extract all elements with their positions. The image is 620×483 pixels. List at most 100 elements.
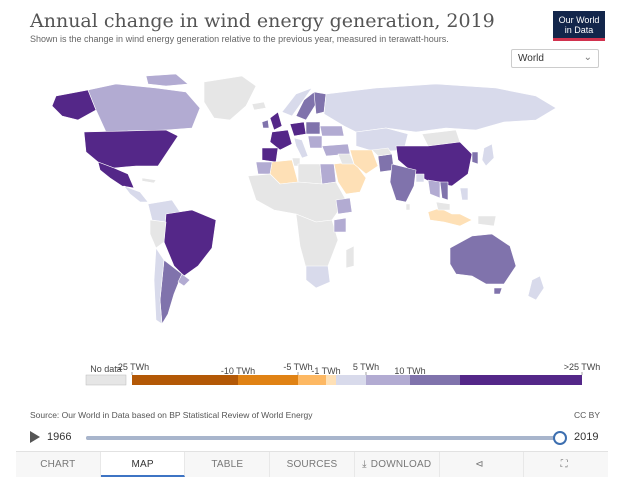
- region-ethiopia[interactable]: [335, 197, 353, 215]
- region-brazil[interactable]: [163, 209, 217, 277]
- tab-chart[interactable]: CHART: [16, 452, 101, 477]
- map-legend: No data -25 TWh -5 TWh 5 TWh >25 TWh -10 TW…: [85, 362, 600, 386]
- region-libya[interactable]: [297, 163, 323, 185]
- region-poland[interactable]: [305, 121, 321, 135]
- region-png[interactable]: [477, 215, 497, 227]
- region-uruguay[interactable]: [177, 273, 191, 287]
- region-russia[interactable]: [323, 83, 557, 133]
- world-map: [51, 73, 557, 325]
- region-japan[interactable]: [481, 143, 495, 167]
- tab-download-label: DOWNLOAD: [370, 459, 432, 470]
- region-uk[interactable]: [269, 111, 283, 131]
- region-caribbean[interactable]: [141, 177, 157, 184]
- region-norway[interactable]: [281, 87, 313, 117]
- region-mexico[interactable]: [97, 161, 135, 189]
- region-ireland[interactable]: [261, 119, 270, 129]
- play-icon[interactable]: [30, 431, 40, 443]
- region-iceland[interactable]: [251, 101, 267, 111]
- timeline-end-year: 2019: [574, 431, 599, 443]
- region-malaysia[interactable]: [435, 201, 451, 211]
- legend-bin-3[interactable]: [326, 375, 336, 385]
- region-chile[interactable]: [153, 247, 165, 325]
- region-egypt[interactable]: [319, 163, 337, 185]
- tab-chart-label: CHART: [40, 459, 76, 470]
- region-ukraine[interactable]: [319, 125, 345, 137]
- region-bangladesh[interactable]: [415, 173, 425, 183]
- region-alaska[interactable]: [51, 89, 97, 121]
- legend-upper-label: 5 TWh: [353, 362, 379, 372]
- chevron-down-icon: ⌄: [583, 52, 592, 63]
- tab-map[interactable]: MAP: [100, 452, 186, 477]
- region-india[interactable]: [389, 163, 417, 203]
- logo-line-2: in Data: [564, 25, 594, 35]
- tab-fullscreen[interactable]: ⛶: [524, 452, 609, 477]
- region-indonesia[interactable]: [427, 207, 473, 227]
- fullscreen-icon: ⛶: [560, 459, 568, 470]
- legend-bin-0[interactable]: [132, 375, 238, 385]
- region-sri-lanka[interactable]: [405, 203, 411, 211]
- region-balkans[interactable]: [307, 135, 323, 149]
- tab-bar: CHART MAP TABLE SOURCES ⤓ DOWNLOAD ⊲ ⛶: [16, 451, 609, 477]
- download-icon: ⤓: [362, 459, 367, 470]
- logo-line-1: Our World: [558, 15, 600, 25]
- legend-lower-label: -10 TWh: [221, 366, 255, 376]
- tab-table-label: TABLE: [211, 459, 244, 470]
- owid-logo[interactable]: Our World in Data: [553, 11, 605, 41]
- tab-download[interactable]: ⤓ DOWNLOAD: [354, 452, 440, 477]
- region-canada[interactable]: [87, 83, 201, 133]
- region-usa[interactable]: [83, 129, 179, 169]
- legend-no-data-swatch: [85, 374, 127, 386]
- region-italy[interactable]: [293, 137, 309, 159]
- region-canada-north[interactable]: [145, 73, 189, 87]
- legend-lower-label: 10 TWh: [394, 366, 425, 376]
- legend-upper-labels: -25 TWh -5 TWh 5 TWh >25 TWh: [115, 362, 600, 375]
- legend-upper-label: >25 TWh: [564, 362, 601, 372]
- legend-bin-6[interactable]: [410, 375, 460, 385]
- region-tasmania[interactable]: [493, 287, 503, 295]
- region-france[interactable]: [269, 129, 293, 151]
- legend-lower-label: -1 TWh: [311, 366, 340, 376]
- region-peru[interactable]: [149, 219, 167, 249]
- legend-bin-1[interactable]: [238, 375, 298, 385]
- region-south-africa[interactable]: [305, 265, 331, 289]
- legend-no-data-label: No data: [90, 364, 122, 374]
- legend-bin-2[interactable]: [298, 375, 326, 385]
- region-korea[interactable]: [471, 151, 479, 165]
- timeline-handle[interactable]: [553, 431, 567, 445]
- tab-table[interactable]: TABLE: [185, 452, 271, 477]
- region-greenland[interactable]: [203, 75, 257, 121]
- region-thailand[interactable]: [427, 179, 441, 199]
- tab-map-label: MAP: [131, 459, 154, 470]
- legend-bin-4[interactable]: [336, 375, 366, 385]
- region-vietnam[interactable]: [439, 181, 449, 201]
- tab-sources[interactable]: SOURCES: [270, 452, 355, 477]
- region-madagascar[interactable]: [345, 245, 355, 269]
- legend-upper-label: -5 TWh: [283, 362, 312, 372]
- region-central-america[interactable]: [123, 185, 149, 203]
- chart-title: Annual change in wind energy generation,…: [30, 10, 495, 32]
- chart-subtitle: Shown is the change in wind energy gener…: [30, 34, 449, 44]
- region-morocco[interactable]: [255, 161, 273, 175]
- timeline-track[interactable]: [86, 436, 560, 440]
- timeline: 1966 2019: [16, 428, 608, 450]
- region-iraq[interactable]: [337, 153, 355, 165]
- region-select-value: World: [518, 53, 544, 64]
- tab-share[interactable]: ⊲: [439, 452, 525, 477]
- legend-bin-5[interactable]: [366, 375, 410, 385]
- region-germany[interactable]: [289, 121, 307, 137]
- region-new-zealand[interactable]: [527, 275, 545, 301]
- timeline-start-year: 1966: [47, 431, 72, 443]
- legend-bins: [132, 375, 582, 385]
- license-badge[interactable]: CC BY: [574, 410, 600, 420]
- legend-bin-7[interactable]: [460, 375, 582, 385]
- region-afghanistan[interactable]: [371, 147, 393, 157]
- source-note[interactable]: Source: Our World in Data based on BP St…: [30, 410, 313, 420]
- region-china[interactable]: [395, 141, 473, 187]
- region-select[interactable]: World ⌄: [511, 49, 599, 68]
- legend-lower-labels: -10 TWh -1 TWh 10 TWh: [221, 366, 426, 376]
- region-kenya[interactable]: [333, 217, 347, 233]
- timeline-fill: [86, 436, 560, 440]
- region-philippines[interactable]: [459, 187, 469, 201]
- region-spain[interactable]: [261, 147, 279, 163]
- region-australia[interactable]: [449, 233, 517, 285]
